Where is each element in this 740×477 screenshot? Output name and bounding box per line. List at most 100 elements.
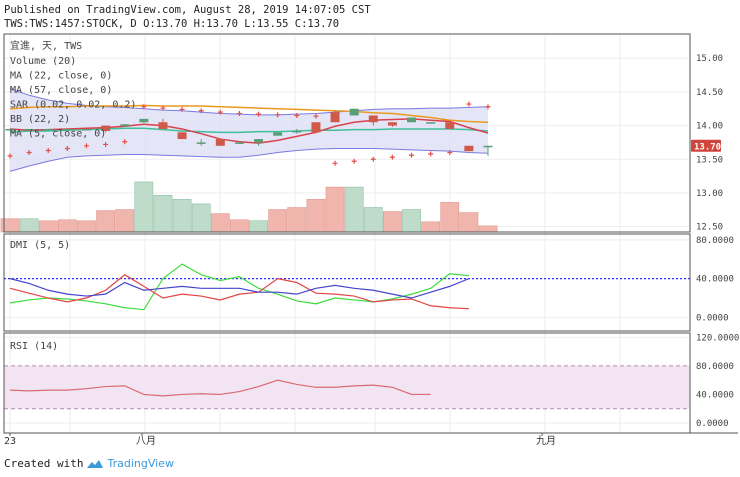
volume-bar — [344, 186, 364, 233]
sar-marker — [466, 101, 472, 107]
price-tick-label: 13.00 — [696, 189, 723, 199]
volume-bar — [268, 209, 288, 233]
axes — [3, 33, 738, 436]
footer: Created with TradingView — [4, 457, 174, 470]
candle-body — [43, 128, 53, 131]
volume-bar — [230, 219, 249, 233]
sar-marker — [217, 109, 223, 115]
volume-bar — [57, 219, 77, 233]
volume-bar — [191, 203, 211, 233]
volume-bar — [115, 209, 135, 233]
legend-symbol: 宜進, 天, TWS — [10, 39, 82, 52]
candle-body — [349, 108, 359, 116]
volume-bar — [421, 221, 441, 233]
rsi-band — [4, 365, 690, 409]
volume-bar — [363, 207, 383, 233]
sar-marker — [485, 104, 491, 110]
sar-marker — [275, 112, 281, 118]
time-axis-label: 八月 — [136, 435, 156, 447]
candle-body — [81, 128, 91, 131]
legend-item: MA (22, close, 0) — [10, 71, 112, 82]
price-tick-label: 15.00 — [696, 54, 723, 64]
sar-marker — [198, 108, 204, 114]
sar-marker — [351, 158, 357, 164]
candle-body — [24, 128, 34, 131]
candle-body — [101, 125, 111, 131]
candle-body — [177, 132, 187, 140]
bb-lower-line — [9, 147, 489, 172]
candle-body — [311, 122, 321, 133]
candle-body — [273, 132, 283, 136]
rsi-tick-label: 0.0000 — [696, 419, 729, 429]
rsi-tick-label: 40.0000 — [696, 390, 734, 400]
sar-marker — [141, 104, 147, 110]
candle-body — [426, 122, 436, 124]
volume-bar — [325, 186, 345, 233]
price-tick-label: 13.50 — [696, 155, 723, 165]
volume-bar — [306, 199, 326, 233]
ohlc-header: TWS:TWS:1457:STOCK, D O:13.70 H:13.70 L:… — [4, 18, 340, 30]
chart-svg: 12.50 13.00 13.50 14.00 14.50 15.00 13.70 宜進, 天… — [0, 33, 739, 447]
sar-marker — [389, 154, 395, 160]
sar-marker — [370, 156, 376, 162]
volume-bar — [478, 225, 498, 233]
candle-body — [387, 122, 397, 126]
sar-markers — [7, 101, 491, 166]
candle-body — [254, 139, 264, 143]
dmi-pane-frame — [3, 233, 691, 332]
volume-bar — [153, 194, 173, 233]
volume-bar — [38, 220, 58, 233]
bb-fill — [10, 88, 488, 172]
volume-bar — [134, 181, 154, 233]
sar-marker — [447, 150, 453, 156]
dmi-tick-label: 80.0000 — [696, 236, 734, 246]
candle-body — [445, 122, 455, 129]
time-axis-label: 23 — [4, 436, 16, 447]
candle-body — [5, 128, 15, 131]
sar-marker — [313, 113, 319, 119]
sar-marker — [256, 111, 262, 117]
legend-item: BB (22, 2) — [10, 114, 70, 125]
candle-body — [196, 142, 206, 144]
sar-marker — [45, 148, 51, 154]
candle-body — [158, 122, 168, 129]
dmi-tick-label: 0.0000 — [696, 313, 729, 323]
rsi-title: RSI (14) — [10, 341, 58, 352]
dmi-line — [9, 278, 470, 299]
candle-body — [120, 124, 130, 126]
sar-marker — [160, 105, 166, 111]
tradingview-brand: TradingView — [107, 457, 174, 470]
candle-body — [62, 128, 72, 131]
candle-body — [139, 118, 149, 123]
volume-bar — [287, 207, 307, 233]
volume-bar — [210, 213, 230, 233]
legend-item: MA (57, close, 0) — [10, 85, 112, 96]
volume-bar — [19, 218, 39, 233]
rsi-tick-label: 80.0000 — [696, 362, 734, 372]
dmi-line — [9, 263, 469, 311]
candle-body — [368, 115, 378, 123]
candle-body — [292, 130, 302, 133]
candle-body — [483, 145, 493, 148]
legend-item: Volume (20) — [10, 56, 76, 67]
volume-bar — [77, 220, 96, 233]
candle-body — [407, 117, 417, 123]
rsi-tick-label: 120.0000 — [696, 333, 739, 343]
legend-item: SAR (0.02, 0.02, 0.2) — [10, 100, 136, 111]
tradingview-logo-icon — [87, 459, 104, 468]
dmi-tick-label: 40.0000 — [696, 275, 734, 285]
sar-marker — [7, 153, 13, 159]
sar-marker — [64, 145, 70, 151]
sar-marker — [83, 143, 89, 149]
published-header: Published on TradingView.com, August 28,… — [4, 4, 371, 16]
rsi-line — [9, 379, 431, 397]
dmi-title: DMI (5, 5) — [10, 240, 70, 251]
last-price-label: 13.70 — [694, 142, 721, 152]
sar-marker — [428, 151, 434, 157]
sar-marker — [294, 112, 300, 118]
volume-bar — [172, 199, 192, 233]
candles — [5, 108, 493, 156]
volume-bar — [96, 210, 115, 233]
legend-item: MA (5, close, 0) — [10, 129, 106, 140]
created-with-text: Created with — [4, 457, 84, 470]
